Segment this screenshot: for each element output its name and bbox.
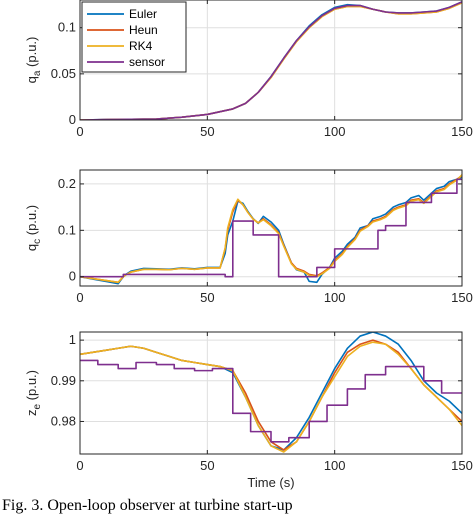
x-tick-label: 50 [200,458,214,473]
x-tick-label: 0 [76,124,83,139]
legend-label-heun: Heun [129,23,158,37]
x-axis-label: Time (s) [247,475,294,490]
series-group [80,1,462,120]
y-tick-label: 0.2 [58,176,76,191]
panel-1: 0 50 100 150 0 0.05 0.1 qa (p.u.) Euler Heun RK4 se… [24,0,473,139]
y-tick-label: 0.1 [58,222,76,237]
x-tick-label: 150 [451,290,473,305]
y-tick-label: 0 [69,112,76,127]
y-tick-label: 0.1 [58,20,76,35]
series-line-rk4 [80,341,462,453]
series-group [80,174,462,285]
panel-3: 0 50 100 150 0.98 0.99 1 ze (p.u.) Time (s) [24,331,473,490]
x-tick-label: 150 [451,124,473,139]
legend-label-euler: Euler [129,7,157,21]
axes-box [79,0,463,121]
legend: Euler Heun RK4 sensor [81,1,187,73]
y-axis-label: qa (p.u.) [24,37,43,84]
x-tick-label: 100 [324,290,346,305]
y-tick-label: 0.99 [51,373,76,388]
y-axis-label: qc (p.u.) [24,205,43,251]
series-line-sensor [80,359,462,443]
legend-label-sensor: sensor [129,55,165,69]
legend-label-rk4: RK4 [129,39,153,53]
figure-caption: Fig. 3. Open-loop observer at turbine st… [2,497,293,514]
axes-box [79,331,463,455]
series-line-rk4 [80,174,462,284]
x-tick-label: 150 [451,458,473,473]
x-tick-label: 50 [200,290,214,305]
x-tick-label: 0 [76,458,83,473]
y-tick-label: 0.05 [51,66,76,81]
y-tick-label: 0.98 [51,413,76,428]
series-line-sensor [80,178,462,278]
axes-box [79,169,463,287]
x-tick-label: 50 [200,124,214,139]
series-line-heun [80,174,462,284]
x-tick-label: 0 [76,290,83,305]
series-line-sensor [80,1,462,120]
x-tick-label: 100 [324,458,346,473]
y-tick-label: 0 [69,269,76,284]
x-tick-label: 100 [324,124,346,139]
panel-2: 0 50 100 150 0 0.1 0.2 qc (p.u.) [24,169,473,305]
y-tick-label: 1 [69,332,76,347]
y-axis-label: ze (p.u.) [24,370,43,416]
series-group [80,332,462,453]
